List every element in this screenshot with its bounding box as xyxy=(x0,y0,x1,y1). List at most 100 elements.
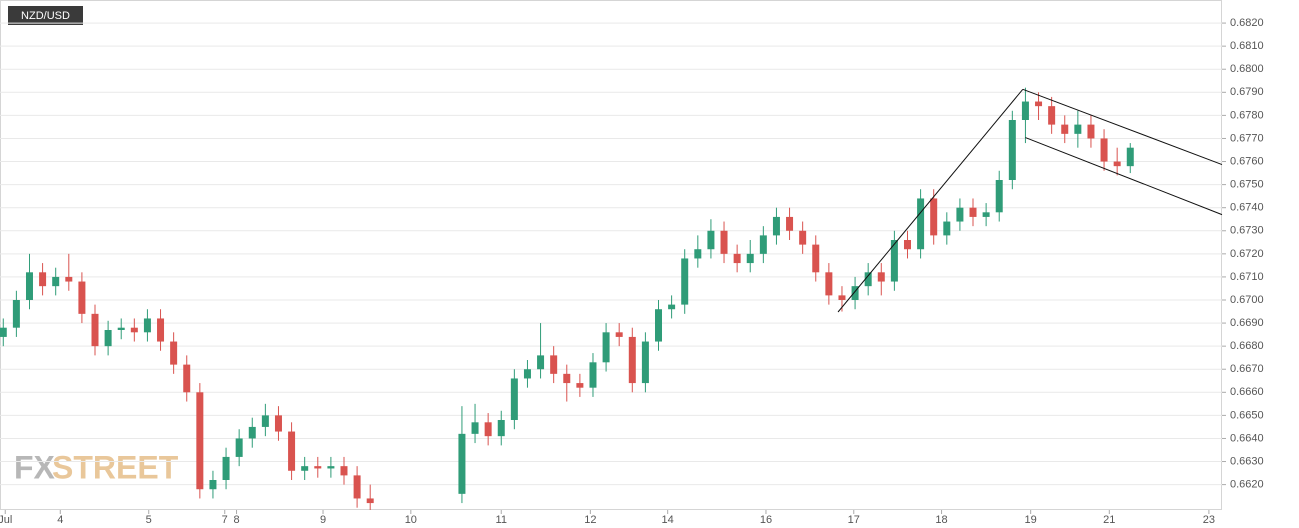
candle-body xyxy=(890,240,898,282)
x-tick-label: Jul xyxy=(0,514,12,526)
candle-body xyxy=(65,276,73,282)
candle-body xyxy=(812,244,820,273)
candle-body xyxy=(772,216,780,236)
candle-body xyxy=(0,327,7,337)
candle-body xyxy=(314,466,322,469)
candle-body xyxy=(117,327,125,330)
candle-body xyxy=(903,240,911,250)
candle-body xyxy=(877,272,885,282)
x-tick-label: 23 xyxy=(1203,514,1215,526)
candle-body xyxy=(1008,120,1016,180)
candle-body xyxy=(969,207,977,217)
candle-body xyxy=(248,426,256,439)
candle-body xyxy=(39,272,47,287)
candle-body xyxy=(143,318,151,333)
candle-body xyxy=(838,295,846,300)
y-tick-label: 0.6630 xyxy=(1230,455,1264,467)
y-tick-label: 0.6660 xyxy=(1230,386,1264,398)
candle-body xyxy=(825,272,833,296)
candle-body xyxy=(537,355,545,370)
candle-body xyxy=(628,336,636,384)
candle-body xyxy=(366,498,374,504)
x-tick-label: 17 xyxy=(848,514,860,526)
y-tick-label: 0.6700 xyxy=(1230,294,1264,306)
candle-body xyxy=(956,207,964,222)
x-tick-label: 12 xyxy=(584,514,596,526)
candle-body xyxy=(550,355,558,374)
watermark-street: STREET xyxy=(52,449,179,485)
y-tick-label: 0.6650 xyxy=(1230,409,1264,421)
candle-body xyxy=(12,300,20,328)
y-tick-label: 0.6710 xyxy=(1230,271,1264,283)
candle-body xyxy=(576,383,584,388)
candle-body xyxy=(157,318,165,342)
x-tick-label: 11 xyxy=(496,514,507,526)
candle-body xyxy=(615,332,623,337)
x-tick-label: 7 xyxy=(222,514,228,526)
y-tick-label: 0.6770 xyxy=(1230,132,1264,144)
y-tick-label: 0.6800 xyxy=(1230,63,1264,75)
candle-body xyxy=(759,235,767,254)
candle-body xyxy=(170,341,178,365)
y-tick-label: 0.6730 xyxy=(1230,225,1264,237)
candle-body xyxy=(301,466,309,471)
y-tick-label: 0.6740 xyxy=(1230,202,1264,214)
x-tick-label: 18 xyxy=(935,514,947,526)
candle-body xyxy=(288,431,296,471)
candle-body xyxy=(1021,101,1029,120)
y-tick-label: 0.6820 xyxy=(1230,17,1264,29)
candle-body xyxy=(222,456,230,480)
candle-body xyxy=(1074,124,1082,134)
candle-body xyxy=(1048,106,1056,125)
candle-body xyxy=(1087,124,1095,139)
candle-body xyxy=(25,272,33,300)
candle-body xyxy=(235,438,243,457)
x-tick-label: 19 xyxy=(1025,514,1037,526)
candle-body xyxy=(943,221,951,236)
trend-line xyxy=(837,88,1024,313)
candle-body xyxy=(52,276,60,287)
chart-title: NZD/USD xyxy=(21,10,70,22)
x-tick-label: 4 xyxy=(57,514,63,526)
candle-body xyxy=(917,198,925,250)
candle-body xyxy=(183,364,191,393)
watermark: FX STREET xyxy=(14,449,179,485)
trend-line xyxy=(1022,88,1223,166)
y-tick-label: 0.6790 xyxy=(1230,86,1264,98)
candle-body xyxy=(104,330,112,347)
y-tick-label: 0.6680 xyxy=(1230,340,1264,352)
candle-body xyxy=(209,480,217,490)
candle-body xyxy=(523,369,531,379)
trend-line xyxy=(1025,137,1223,216)
x-tick-label: 10 xyxy=(405,514,417,526)
candle-body xyxy=(746,253,754,264)
y-tick-label: 0.6670 xyxy=(1230,363,1264,375)
candle-body xyxy=(458,433,466,494)
x-tick-label: 8 xyxy=(233,514,239,526)
candle-body xyxy=(668,304,676,310)
candle-body xyxy=(340,466,348,476)
candle-body xyxy=(589,362,597,388)
candle-body xyxy=(484,422,492,437)
candle-body xyxy=(655,309,663,342)
y-tick-label: 0.6720 xyxy=(1230,248,1264,260)
x-tick-label: 21 xyxy=(1103,514,1115,526)
candle-body xyxy=(1126,147,1134,167)
candle-body xyxy=(1035,101,1043,107)
candle-body xyxy=(733,253,741,264)
candle-body xyxy=(261,415,269,427)
y-tick-label: 0.6750 xyxy=(1230,179,1264,191)
y-tick-label: 0.6690 xyxy=(1230,317,1264,329)
candle-body xyxy=(707,230,715,250)
candle-body xyxy=(995,180,1003,213)
candle-body xyxy=(720,230,728,254)
candle-body xyxy=(602,332,610,363)
candle-body xyxy=(930,198,938,236)
y-tick-label: 0.6640 xyxy=(1230,432,1264,444)
candle-body xyxy=(786,216,794,231)
candle-body xyxy=(799,230,807,245)
candle-body xyxy=(1113,161,1121,167)
candle-body xyxy=(471,422,479,434)
candle-body xyxy=(694,249,702,259)
